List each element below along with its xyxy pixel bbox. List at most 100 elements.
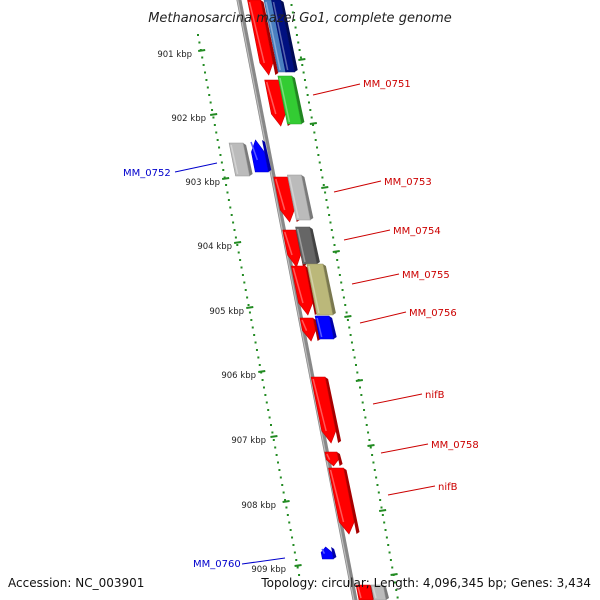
gene-label-mm0758[interactable]: MM_0758 bbox=[431, 440, 479, 451]
gene-shade bbox=[291, 76, 305, 124]
tick-dot bbox=[318, 161, 321, 164]
major-tick bbox=[258, 370, 266, 373]
tick-dot bbox=[341, 289, 344, 291]
tick-dot bbox=[303, 79, 306, 81]
tick-dot bbox=[250, 319, 253, 321]
gene-feature[interactable] bbox=[271, 0, 298, 73]
gene-feature[interactable] bbox=[370, 584, 389, 600]
backbone-highlight bbox=[237, 0, 355, 600]
tick-dot bbox=[234, 236, 237, 239]
tick-dot bbox=[222, 169, 225, 171]
gene-label-nifb-2[interactable]: nifB bbox=[438, 482, 458, 493]
tick-dot bbox=[227, 199, 230, 201]
tick-dot bbox=[286, 514, 289, 516]
gene-body bbox=[320, 546, 334, 560]
gene-feature[interactable] bbox=[228, 142, 253, 177]
tick-dot bbox=[302, 71, 305, 74]
gene-highlight bbox=[284, 231, 293, 256]
tick-dot bbox=[215, 131, 218, 134]
gene-labels: MM_0751 MM_0752 MM_0753 MM_0754 MM_0755 … bbox=[123, 79, 479, 570]
label-leaders bbox=[174, 83, 436, 565]
gene-label-mm0760[interactable]: MM_0760 bbox=[193, 559, 241, 570]
tick-dot bbox=[388, 551, 391, 554]
tick-dot bbox=[230, 214, 233, 216]
tick-dot bbox=[296, 566, 299, 569]
tick-dot bbox=[265, 401, 268, 404]
tick-dot bbox=[384, 529, 387, 531]
tick-dot bbox=[340, 281, 343, 284]
major-tick bbox=[332, 250, 340, 253]
tick-dot bbox=[282, 491, 285, 494]
leader-line bbox=[380, 443, 429, 454]
gene-feature[interactable] bbox=[310, 376, 342, 444]
gene-feature[interactable] bbox=[247, 0, 279, 76]
tick-dot bbox=[298, 49, 301, 51]
tick-dot bbox=[393, 581, 396, 584]
tick-dot bbox=[317, 154, 320, 156]
tick-dot bbox=[237, 251, 240, 254]
major-tick bbox=[198, 49, 206, 52]
major-tick bbox=[233, 241, 242, 244]
gene-label-mm0755[interactable]: MM_0755 bbox=[402, 270, 450, 281]
tick-dot bbox=[313, 131, 316, 134]
tick-dot bbox=[336, 259, 339, 261]
gene-label-mm0752[interactable]: MM_0752 bbox=[123, 168, 171, 179]
gene-feature[interactable] bbox=[328, 467, 360, 535]
gene-track bbox=[228, 0, 389, 600]
tick-dot bbox=[272, 439, 275, 441]
tick-dot bbox=[229, 206, 232, 209]
gene-shade bbox=[243, 143, 253, 176]
tick-dot bbox=[348, 326, 351, 329]
gene-highlight bbox=[372, 586, 377, 599]
gene-feature[interactable] bbox=[287, 174, 314, 221]
tick-dot bbox=[367, 431, 370, 434]
gene-feature[interactable] bbox=[306, 263, 336, 316]
tick-dot bbox=[328, 214, 331, 216]
gene-feature[interactable] bbox=[320, 546, 337, 560]
gene-feature[interactable] bbox=[277, 75, 305, 125]
major-tick bbox=[309, 122, 317, 125]
gene-shade bbox=[262, 140, 272, 172]
tick-dot bbox=[293, 19, 296, 21]
gene-body bbox=[228, 142, 250, 177]
gene-label-mm0753[interactable]: MM_0753 bbox=[384, 177, 432, 188]
gene-label-mm0756[interactable]: MM_0756 bbox=[409, 308, 457, 319]
gene-label-nifb[interactable]: nifB bbox=[425, 390, 445, 401]
tick-dot bbox=[391, 566, 394, 569]
gene-feature[interactable] bbox=[324, 451, 343, 467]
tick-dot bbox=[371, 454, 374, 456]
tick-dot bbox=[324, 191, 327, 194]
gene-body bbox=[314, 315, 335, 340]
tick-dot bbox=[284, 499, 287, 501]
gene-label-mm0751[interactable]: MM_0751 bbox=[363, 79, 411, 90]
gene-feature[interactable] bbox=[250, 139, 272, 173]
gene-highlight bbox=[266, 81, 277, 115]
leader-line bbox=[372, 393, 423, 405]
tick-dot bbox=[254, 341, 257, 344]
gene-body bbox=[277, 75, 302, 125]
tick-dot bbox=[377, 491, 380, 494]
tick-dot bbox=[253, 334, 256, 336]
tick-dot bbox=[255, 349, 258, 351]
tick-dot bbox=[385, 536, 388, 539]
tick-dot bbox=[376, 484, 379, 486]
tick-dot bbox=[396, 596, 399, 599]
gene-label-mm0754[interactable]: MM_0754 bbox=[393, 226, 441, 237]
gene-highlight bbox=[326, 453, 331, 461]
tick-dot bbox=[360, 394, 363, 396]
tick-dot bbox=[243, 281, 246, 284]
gene-feature[interactable] bbox=[314, 315, 337, 340]
tick-dot bbox=[295, 559, 298, 561]
gene-highlight bbox=[265, 1, 281, 71]
tick-dot bbox=[275, 454, 278, 456]
leader-line bbox=[241, 557, 286, 565]
tick-dot bbox=[204, 71, 207, 74]
tick-dot bbox=[212, 116, 215, 119]
tick-dot bbox=[326, 206, 329, 209]
leader-line bbox=[333, 180, 382, 193]
tick-dot bbox=[297, 41, 300, 44]
accession-text: Accession: NC_003901 bbox=[8, 576, 144, 590]
tick-label: 906 kbp bbox=[221, 371, 256, 381]
tick-dot bbox=[197, 34, 199, 36]
